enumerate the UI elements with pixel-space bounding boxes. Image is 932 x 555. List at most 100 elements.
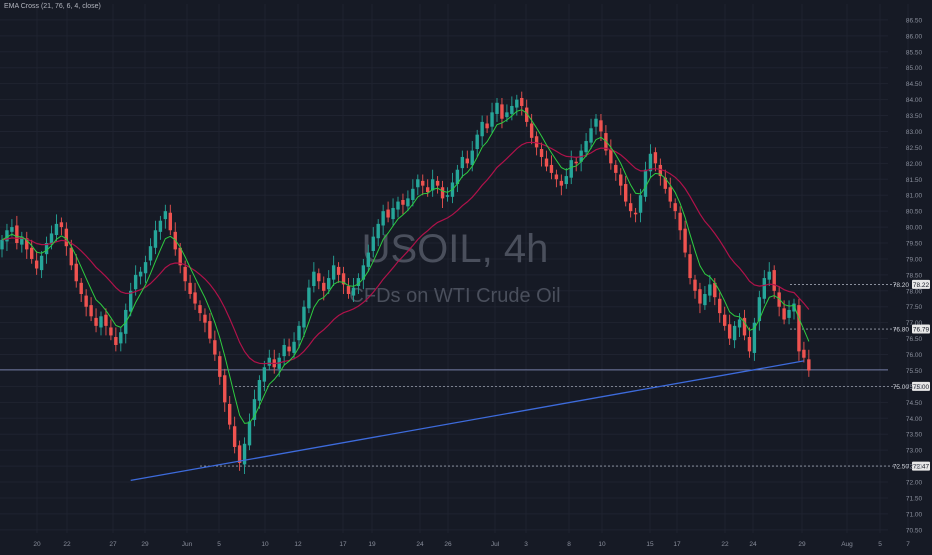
candle-body [683, 228, 687, 253]
y-tick-label: 70.50 [906, 527, 923, 534]
candle-body [262, 367, 267, 382]
candle-body [638, 195, 643, 213]
candle-body [371, 236, 375, 251]
candle-body [143, 262, 148, 274]
candle-body [203, 314, 207, 323]
candle-body [643, 169, 648, 197]
candle-body [391, 207, 395, 220]
candle-body [653, 152, 658, 164]
price-level-tag-text: 72.47 [913, 464, 930, 471]
candle-body [539, 148, 544, 157]
candle-body [297, 325, 301, 341]
price-level-label: 75.00 [893, 384, 910, 391]
candle-body [242, 443, 247, 465]
y-tick-label: 78.00 [906, 288, 923, 295]
candle-body [84, 295, 88, 307]
candle-body [534, 136, 539, 148]
candle-body [515, 99, 519, 108]
candle-body [445, 195, 450, 197]
candle-body [510, 105, 514, 114]
price-levels: 78.20 78.22 76.80 76.79 75.00 75.00 72.50 72.47 [0, 279, 930, 471]
y-tick-label: 74.50 [906, 400, 923, 407]
candle-body [198, 305, 202, 314]
x-tick-label: 5 [878, 541, 882, 548]
y-tick-label: 72.50 [906, 464, 923, 471]
candle-body [440, 187, 445, 199]
candle-body [168, 212, 172, 231]
candle-body [475, 134, 479, 149]
candle-body [79, 282, 83, 294]
candle-body [624, 184, 628, 202]
watermark: USOIL, 4h CFDs on WTI Crude Oil [349, 227, 560, 307]
x-tick-label: 29 [141, 541, 149, 548]
candle-body [257, 380, 262, 401]
candle-body [406, 198, 410, 207]
candle-body [74, 263, 78, 282]
candle-body [435, 180, 440, 186]
x-tick-label: 24 [749, 541, 757, 548]
trendline [130, 360, 805, 482]
candle-body [163, 211, 168, 220]
candle-body [802, 349, 806, 358]
candle-body [69, 247, 73, 266]
y-tick-label: 71.00 [906, 511, 923, 518]
price-level-label: 78.20 [893, 282, 910, 289]
candle-body [34, 260, 39, 269]
candle-body [426, 187, 430, 193]
candle-body [559, 180, 564, 186]
candle-body [732, 325, 737, 341]
candle-body [500, 104, 504, 119]
candle-body [594, 118, 598, 127]
candle-body [39, 255, 44, 271]
candle-body [757, 297, 762, 322]
x-tick-label: 22 [63, 541, 71, 548]
candle-body [727, 324, 732, 339]
candle-body [401, 199, 405, 205]
y-tick-label: 75.00 [906, 384, 923, 391]
candle-body [520, 98, 524, 106]
candle-body [346, 286, 351, 294]
candle-body [609, 148, 613, 164]
price-level-label: 72.50 [893, 464, 910, 471]
candle-body [49, 233, 54, 245]
x-tick-label: 12 [294, 541, 302, 548]
candle-body [708, 284, 712, 296]
x-tick-label: 26 [444, 541, 452, 548]
candle-body [762, 278, 766, 299]
candle-body [183, 266, 187, 282]
y-tick-label: 82.50 [906, 145, 923, 152]
candle-body [341, 273, 346, 285]
candle-body [505, 112, 509, 118]
candle-body [430, 179, 435, 191]
x-tick-label: Aug [841, 541, 853, 548]
indicator-legend: EMA Cross (21, 76, 6, 4, close) [4, 3, 101, 10]
candle-body [292, 341, 296, 353]
y-tick-label: 85.50 [906, 49, 923, 56]
x-tick-label: 15 [646, 541, 654, 548]
candle-body [713, 282, 717, 298]
price-level-tag-text: 78.22 [913, 282, 930, 289]
candle-body [564, 176, 568, 185]
price-level-tag [912, 381, 930, 391]
x-tick-label: Jul [491, 541, 500, 548]
candle-body [232, 426, 237, 447]
y-tick-label: 80.50 [906, 209, 923, 216]
candle-body [455, 169, 460, 185]
candle-body [99, 316, 103, 328]
candle-body [302, 306, 306, 328]
y-tick-label: 76.00 [906, 352, 923, 359]
candle-body [376, 223, 380, 239]
candle-body [782, 308, 786, 320]
candle-body [668, 187, 672, 202]
candle-body [673, 203, 677, 212]
x-tick-label: 19 [368, 541, 376, 548]
price-level-label: 76.80 [893, 327, 910, 334]
y-tick-label: 73.00 [906, 448, 923, 455]
y-tick-label: 86.50 [906, 17, 923, 24]
watermark-symbol: USOIL, 4h [362, 227, 549, 271]
candle-body [208, 321, 212, 339]
candle-body [480, 121, 484, 137]
candle-body [678, 212, 682, 231]
y-tick-label: 74.00 [906, 416, 923, 423]
